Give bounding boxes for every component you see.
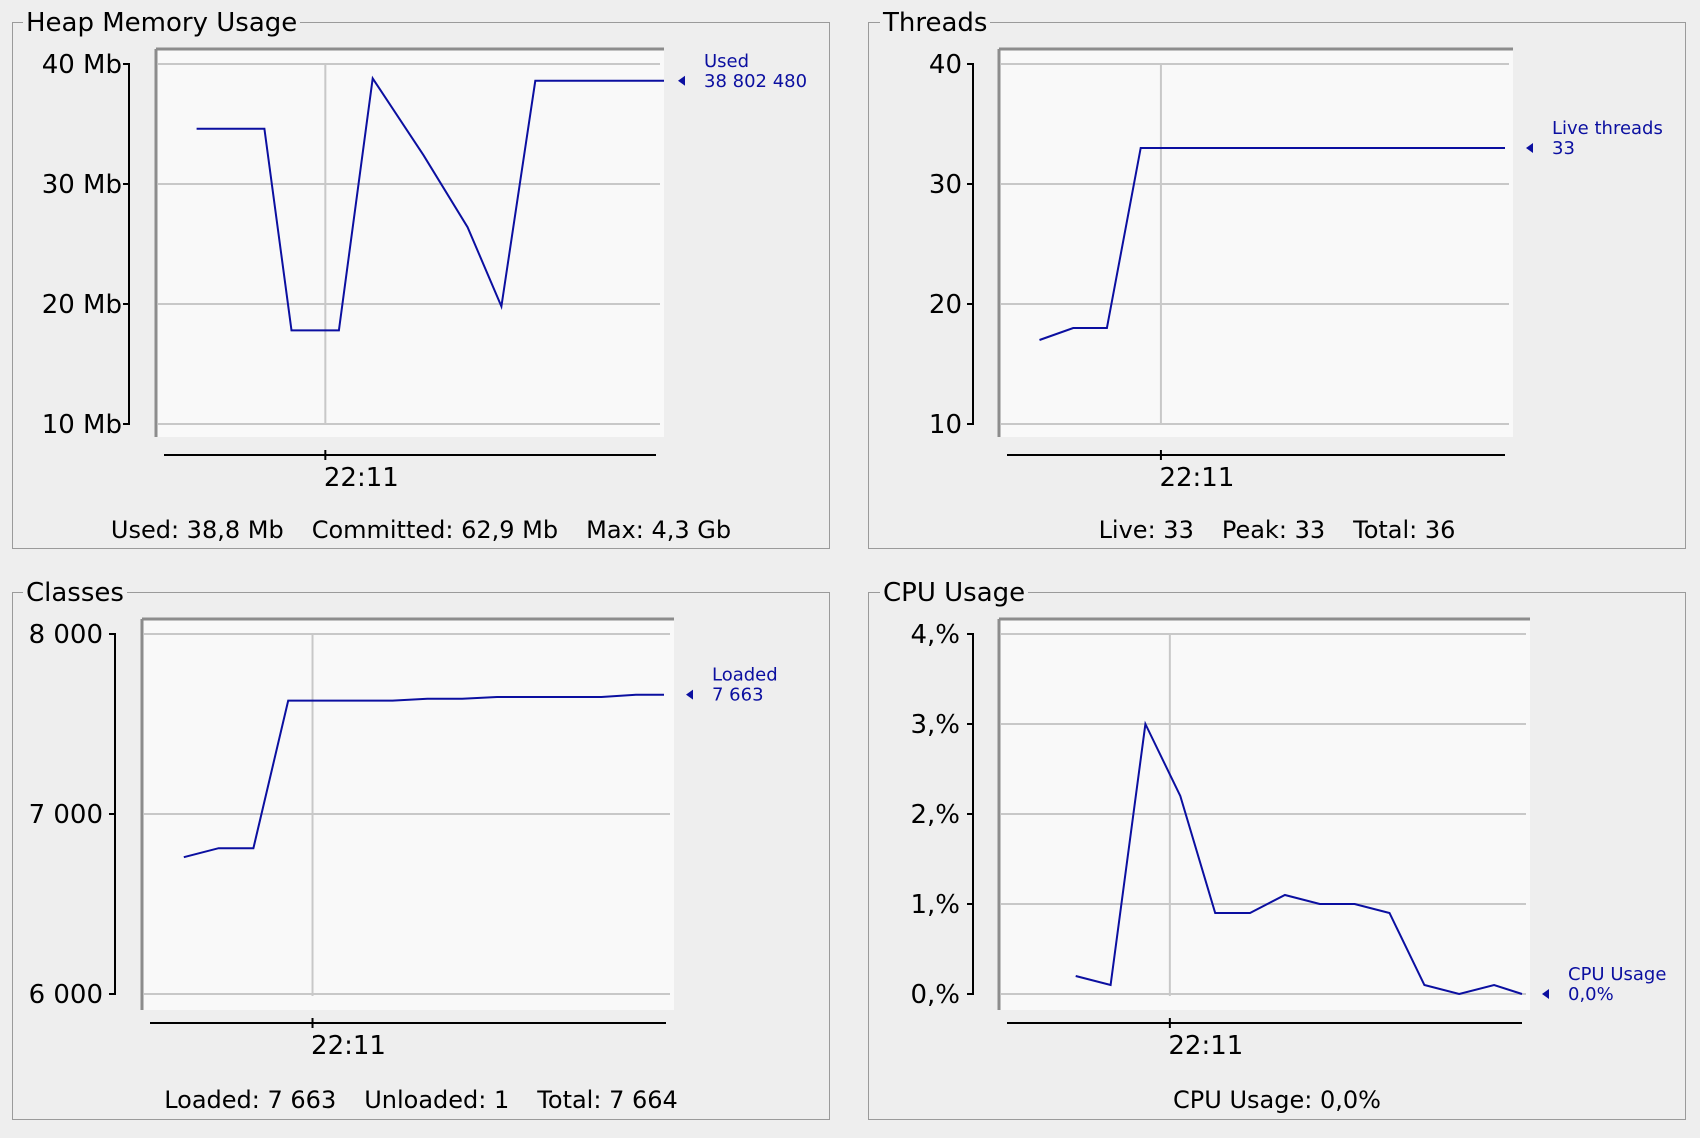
legend-current-value: 7 663 <box>712 685 764 706</box>
heap-memory-panel <box>12 22 830 549</box>
x-tick-label: 22:11 <box>311 1031 386 1061</box>
cpu-usage-panel <box>868 592 1686 1120</box>
classes-panel <box>12 592 830 1120</box>
legend-series-name: Live threads <box>1552 118 1663 139</box>
heap-committed-stat: Committed: 62,9 Mb <box>311 516 559 544</box>
plot-area <box>999 49 1513 437</box>
x-tick-label: 22:11 <box>1168 1031 1243 1061</box>
classes-title: Classes <box>23 578 127 608</box>
y-tick-label: 30 Mb <box>42 170 122 200</box>
y-tick-label: 20 <box>929 290 962 320</box>
series-line <box>196 75 664 332</box>
legend-current-value: 0,0% <box>1568 984 1614 1005</box>
legend-marker <box>678 75 685 86</box>
threads-live-stat: Live: 33 <box>1098 516 1194 544</box>
y-tick-label: 3,% <box>910 710 960 740</box>
legend-series-name: CPU Usage <box>1568 964 1666 985</box>
legend-current-value: 33 <box>1552 138 1575 159</box>
y-tick-label: 40 Mb <box>42 50 122 80</box>
cpu-usage-stats: CPU Usage: 0,0% <box>868 1086 1686 1114</box>
y-tick-label: 4,% <box>910 620 960 650</box>
cpu-usage-title: CPU Usage <box>880 578 1029 608</box>
series-line <box>1039 147 1505 341</box>
classes-stats: Loaded: 7 663 Unloaded: 1 Total: 7 664 <box>12 1086 830 1114</box>
heap-memory-title: Heap Memory Usage <box>23 8 301 38</box>
heap-used-stat: Used: 38,8 Mb <box>110 516 284 544</box>
y-tick-label: 7 000 <box>29 800 103 830</box>
legend-marker <box>1542 989 1549 999</box>
series-line <box>1075 720 1523 996</box>
y-tick-label: 20 Mb <box>42 290 122 320</box>
legend-series-name: Loaded <box>712 665 778 686</box>
y-tick-label: 10 Mb <box>42 410 122 440</box>
threads-panel <box>868 22 1686 549</box>
threads-peak-stat: Peak: 33 <box>1221 516 1326 544</box>
y-tick-label: 6 000 <box>29 980 103 1010</box>
threads-total-stat: Total: 36 <box>1353 516 1456 544</box>
plot-area <box>156 49 664 437</box>
heap-memory-stats: Used: 38,8 Mb Committed: 62,9 Mb Max: 4,3 … <box>12 516 830 544</box>
y-tick-label: 30 <box>929 170 962 200</box>
x-tick-label: 22:11 <box>324 463 399 493</box>
classes-loaded-stat: Loaded: 7 663 <box>164 1086 337 1114</box>
y-tick-label: 0,% <box>910 980 960 1010</box>
y-tick-label: 40 <box>929 50 962 80</box>
legend-current-value: 38 802 480 <box>704 71 807 92</box>
classes-total-stat: Total: 7 664 <box>537 1086 678 1114</box>
heap-max-stat: Max: 4,3 Gb <box>586 516 732 544</box>
legend-marker <box>686 689 693 700</box>
cpu-usage-stat: CPU Usage: 0,0% <box>1173 1086 1381 1114</box>
legend-marker <box>1526 143 1533 153</box>
y-tick-label: 1,% <box>910 890 960 920</box>
y-tick-label: 10 <box>929 410 962 440</box>
classes-unloaded-stat: Unloaded: 1 <box>364 1086 510 1114</box>
series-line <box>183 693 664 859</box>
threads-title: Threads <box>880 8 991 38</box>
threads-stats: Live: 33 Peak: 33 Total: 36 <box>868 516 1686 544</box>
y-tick-label: 2,% <box>910 800 960 830</box>
x-tick-label: 22:11 <box>1159 463 1234 493</box>
y-tick-label: 8 000 <box>29 620 103 650</box>
legend-series-name: Used <box>704 51 749 72</box>
